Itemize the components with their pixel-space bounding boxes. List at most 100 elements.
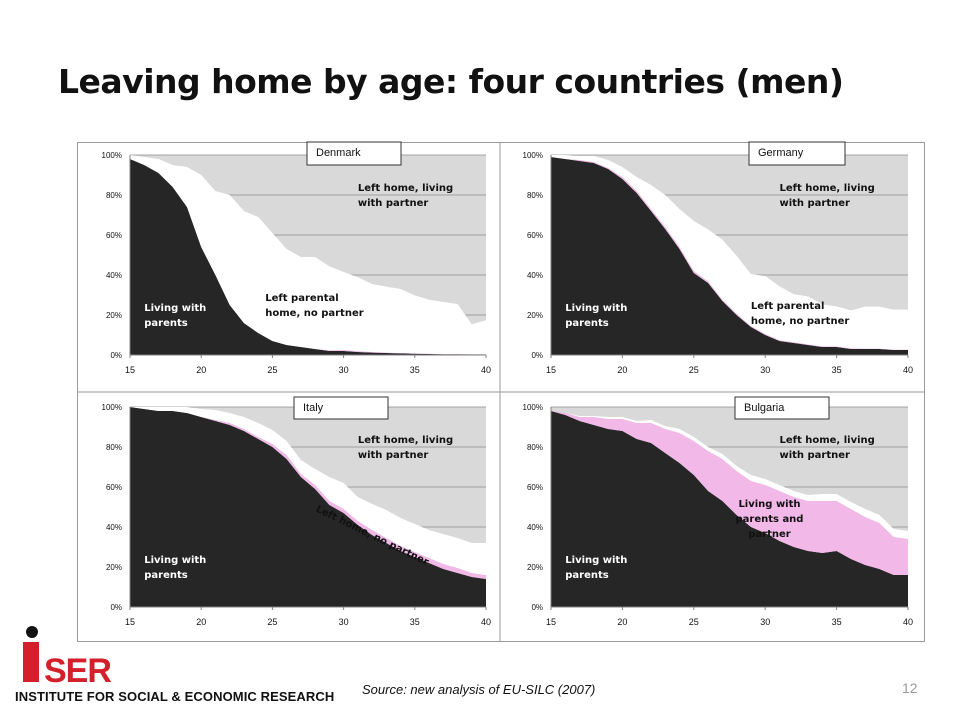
area-label-line: Living with [565,555,627,566]
area-label-line: parents [565,318,609,329]
area-label: Left home, living with partner [358,183,453,209]
y-tick-label: 40% [106,523,122,532]
x-tick-label: 20 [617,617,627,627]
page-number: 12 [902,680,918,696]
area-label-line: partner [748,529,791,540]
country-label: Denmark [316,147,361,159]
area-living-with-parents [130,407,486,607]
y-tick-label: 80% [527,191,543,200]
y-tick-label: 0% [110,351,122,360]
country-label-box [748,141,846,166]
chart-germany: 0% 20% 40% 60% 80% 100% 15 20 25 30 35 40 Living wit… [523,141,913,375]
x-tick-label: 30 [339,617,349,627]
area-label: Living with parents [565,303,627,329]
svg-text:SER: SER [44,652,111,690]
y-tick-label: 0% [531,351,543,360]
y-tick-label: 60% [527,231,543,240]
area-living-with-parents [551,157,908,355]
panel-frame [77,142,925,642]
y-tick-label: 40% [106,271,122,280]
area-label-line: home, no partner [265,308,363,319]
area-left-home-no-partner [130,407,486,575]
area-label-line: Living with [738,499,800,510]
area-label-line: Left home, living [779,435,874,446]
y-tick-label: 60% [106,231,122,240]
source-note: Source: new analysis of EU-SILC (2007) [362,682,596,697]
y-tick-label: 0% [531,603,543,612]
area-label-line: home, no partner [751,316,849,327]
x-tick-label: 20 [196,365,206,375]
x-tick-label: 20 [617,365,627,375]
x-tick-label: 35 [832,365,842,375]
area-label-line: parents [565,570,609,581]
area-label: Left home, living with partner [779,183,874,209]
chart-denmark: 0% 20% 40% 60% 80% 100% 15 20 25 30 35 40 Living wit… [102,141,491,375]
area-label: Living with parents and partner [735,499,803,540]
area-label-line: Left home, living [779,183,874,194]
x-tick-label: 25 [689,617,699,627]
x-tick-label: 40 [903,365,913,375]
chart-bulgaria: 0% 20% 40% 60% 80% 100% 15 20 25 30 35 40 Living wit… [523,396,913,627]
y-tick-label: 40% [527,523,543,532]
area-label-line: parents [144,318,188,329]
x-tick-label: 40 [481,617,491,627]
y-tick-label: 20% [106,311,122,320]
institute-name: INSTITUTE FOR SOCIAL & ECONOMIC RESEARCH [15,689,335,704]
y-tick-label: 20% [106,563,122,572]
x-tick-label: 35 [410,617,420,627]
area-living-with-parents-and-partner [551,411,908,575]
y-tick-label: 60% [106,483,122,492]
y-tick-label: 20% [527,563,543,572]
x-tick-label: 15 [546,365,556,375]
area-label-line: with partner [358,198,429,209]
area-living-with-parents [551,411,908,607]
area-label: Left home, living with partner [779,435,874,461]
x-tick-label: 30 [760,617,770,627]
y-tick-label: 100% [102,403,122,412]
y-tick-label: 60% [527,483,543,492]
x-tick-label: 25 [689,365,699,375]
iser-logo-icon: SER [23,626,112,690]
y-tick-label: 100% [523,151,543,160]
area-label: Living with parents [144,303,206,329]
x-tick-label: 30 [339,365,349,375]
y-tick-label: 20% [527,311,543,320]
chart-italy: 0% 20% 40% 60% 80% 100% 15 20 25 30 35 40 Living wit… [102,396,491,627]
y-tick-label: 40% [527,271,543,280]
country-label-box [293,396,389,420]
x-tick-label: 30 [760,365,770,375]
x-tick-label: 35 [410,365,420,375]
area-label-line: Left parental [751,301,824,312]
area-living-with-parents [130,159,486,355]
y-tick-label: 100% [523,403,543,412]
area-label-line: Left home, living [358,435,453,446]
y-tick-label: 0% [110,603,122,612]
area-label-line: Living with [144,555,206,566]
area-label-line: Living with [565,303,627,314]
y-tick-label: 80% [527,443,543,452]
x-tick-label: 15 [125,365,135,375]
country-label: Bulgaria [744,402,785,414]
slide-title: Leaving home by age: four countries (men… [58,62,844,101]
x-tick-label: 15 [125,617,135,627]
area-label: Living with parents [144,555,206,581]
x-tick-label: 20 [196,617,206,627]
area-left-home-no-partner [130,155,486,355]
y-tick-label: 80% [106,191,122,200]
area-label-line: with partner [779,450,850,461]
area-label-line: with partner [779,198,850,209]
area-label: Left parental home, no partner [751,301,849,327]
x-tick-label: 15 [546,617,556,627]
area-label-line: parents and [735,514,803,525]
x-tick-label: 40 [481,365,491,375]
x-tick-label: 25 [267,365,277,375]
x-tick-label: 35 [832,617,842,627]
area-label-line: parents [144,570,188,581]
area-label-line: with partner [358,450,429,461]
country-label-box [306,141,402,166]
country-label: Germany [758,147,804,159]
area-label: Left home, living with partner [358,435,453,461]
y-tick-label: 100% [102,151,122,160]
area-label-line: Left home, living [358,183,453,194]
